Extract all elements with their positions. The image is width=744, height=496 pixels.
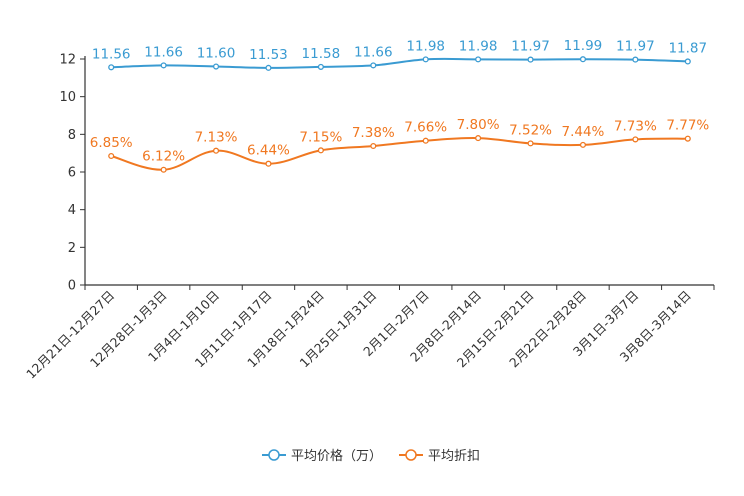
data-point[interactable]	[108, 152, 115, 160]
legend-item[interactable]: 平均折扣	[399, 449, 480, 464]
x-tick-label: 12月21日-12月27日	[23, 288, 117, 382]
data-point[interactable]	[317, 147, 324, 154]
legend-label: 平均折扣	[428, 449, 480, 464]
y-tick-label: 6	[68, 166, 76, 181]
data-label: 7.13%	[195, 130, 238, 146]
y-tick-label: 4	[68, 203, 76, 218]
y-tick-label: 0	[68, 279, 76, 294]
data-label: 7.80%	[457, 117, 500, 133]
data-point[interactable]	[212, 147, 220, 154]
data-point[interactable]	[317, 63, 324, 70]
data-label: 11.97	[511, 39, 550, 55]
legend[interactable]: 平均价格（万） 平均折扣	[262, 448, 480, 464]
series-layer: 11.56 11.66 11.60 11.53 11.58 11.66 11.98 11.98…	[90, 38, 709, 173]
data-point[interactable]	[160, 62, 167, 69]
data-label: 7.44%	[562, 124, 605, 140]
data-label: 11.98	[406, 38, 445, 54]
data-point[interactable]	[422, 137, 429, 144]
data-label: 11.97	[616, 39, 655, 55]
data-label: 7.38%	[352, 125, 395, 141]
y-tick-label: 2	[68, 241, 76, 256]
data-label: 6.44%	[247, 143, 290, 159]
data-label: 7.66%	[404, 120, 447, 136]
data-label: 11.60	[197, 46, 236, 62]
series-1: 6.85% 6.12% 7.13% 6.44% 7.15% 7.38% 7.66% 7.80%…	[90, 117, 709, 173]
legend-swatch-marker	[268, 449, 280, 461]
data-label: 11.56	[92, 46, 131, 62]
data-label: 7.73%	[614, 118, 657, 134]
data-point[interactable]	[527, 56, 534, 63]
data-label: 6.12%	[142, 149, 185, 165]
data-point[interactable]	[265, 64, 272, 71]
data-label: 6.85%	[90, 135, 133, 151]
axes: 02468101212月21日-12月27日12月28日-1月3日1月4日-1月…	[23, 53, 715, 382]
series-0: 11.56 11.66 11.60 11.53 11.58 11.66 11.98 11.98…	[92, 38, 707, 71]
series-line	[111, 57, 688, 69]
data-point[interactable]	[684, 58, 691, 65]
y-tick-label: 10	[59, 90, 76, 105]
data-point[interactable]	[265, 160, 272, 167]
data-point[interactable]	[684, 135, 691, 142]
data-label: 11.53	[249, 47, 288, 63]
y-tick-label: 12	[59, 53, 76, 68]
data-point[interactable]	[370, 62, 377, 69]
data-point[interactable]	[422, 56, 429, 63]
data-label: 11.58	[302, 46, 341, 62]
series-line	[110, 137, 688, 171]
data-label: 11.87	[668, 40, 707, 56]
data-point[interactable]	[160, 166, 167, 173]
legend-swatch-marker	[405, 449, 417, 461]
data-point[interactable]	[212, 63, 220, 70]
data-point[interactable]	[108, 64, 115, 71]
data-label: 11.99	[564, 38, 603, 54]
data-point[interactable]	[632, 136, 639, 143]
data-label: 11.66	[144, 44, 183, 60]
data-point[interactable]	[475, 56, 482, 63]
legend-item[interactable]: 平均价格（万）	[262, 448, 382, 464]
y-tick-label: 8	[68, 128, 76, 143]
data-point[interactable]	[475, 135, 482, 142]
legend-label: 平均价格（万）	[291, 448, 382, 464]
data-label: 11.98	[459, 38, 498, 54]
data-point[interactable]	[579, 141, 587, 148]
data-label: 11.66	[354, 44, 393, 60]
data-point[interactable]	[370, 142, 377, 150]
data-point[interactable]	[579, 56, 587, 63]
data-point[interactable]	[632, 56, 639, 63]
data-point[interactable]	[527, 140, 534, 147]
data-label: 7.77%	[666, 118, 709, 134]
data-label: 7.52%	[509, 122, 552, 138]
data-label: 7.15%	[299, 129, 342, 145]
